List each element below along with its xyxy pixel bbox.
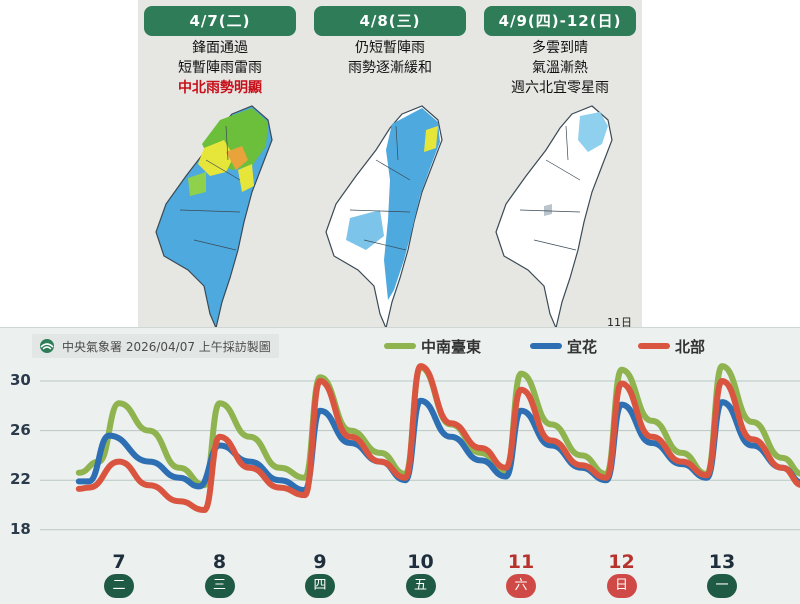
forecast-date-header: 4/7(二) [144, 6, 296, 36]
forecast-date-header: 4/9(四)-12(日) [484, 6, 636, 36]
forecast-panel-day3: 4/9(四)-12(日) 多雲到晴 氣溫漸熱 週六北宜零星雨 11日 [480, 0, 640, 333]
forecast-highlight: 中北雨勢明顯 [178, 80, 262, 96]
legend-label: 宜花 [567, 337, 598, 356]
x-tick-label: 11 [507, 551, 535, 573]
forecast-line: 短暫陣雨雷雨 [178, 60, 262, 76]
weekday-badge: 日 [606, 574, 637, 598]
legend-swatch [384, 343, 416, 349]
y-tick-label: 30 [10, 371, 31, 389]
x-tick-label: 8 [212, 551, 227, 573]
legend-item-north: 北部 [638, 334, 705, 358]
weekday-badge: 一 [707, 574, 737, 598]
legend-swatch [530, 343, 562, 349]
taiwan-rain-map [155, 105, 273, 330]
y-tick-label: 26 [10, 420, 31, 439]
forecast-line: 週六北宜零星雨 [511, 80, 609, 96]
chart-plot-area [40, 363, 800, 531]
forecast-panel-day2: 4/8(三) 仍短暫陣雨 雨勢逐漸緩和 [310, 0, 470, 333]
gridlines [40, 380, 800, 531]
legend-item-central-south-east: 中南臺東 [384, 334, 481, 358]
series-line-north [75, 363, 800, 513]
forecast-line: 鋒面通過 [192, 40, 248, 56]
forecast-description: 仍短暫陣雨 雨勢逐漸緩和 [310, 38, 470, 78]
legend-label: 中南臺東 [421, 337, 482, 356]
source-label: 中央氣象署 2026/04/07 上午採訪製圖 [62, 339, 271, 354]
forecast-description: 鋒面通過 短暫陣雨雷雨 中北雨勢明顯 [140, 38, 300, 98]
x-tick-label: 12 [608, 551, 635, 573]
forecast-panel-day1: 4/7(二) 鋒面通過 短暫陣雨雷雨 中北雨勢明顯 [140, 0, 300, 333]
taiwan-rain-map [495, 105, 613, 330]
weekday-badge: 三 [204, 574, 235, 598]
weekday-badge: 五 [405, 574, 436, 598]
forecast-line: 雨勢逐漸緩和 [348, 60, 432, 76]
x-tick-label: 9 [313, 551, 327, 573]
legend-label: 北部 [675, 337, 706, 356]
x-tick-label: 13 [708, 551, 736, 573]
forecast-line: 仍短暫陣雨 [355, 40, 425, 56]
x-tick-label: 7 [112, 551, 126, 573]
series-lines [75, 363, 800, 513]
taiwan-rain-map [325, 105, 443, 330]
y-tick-label: 18 [10, 519, 31, 538]
forecast-line: 多雲到晴 [532, 40, 588, 56]
forecast-line: 氣溫漸熱 [532, 60, 588, 76]
weekday-badge: 二 [104, 574, 134, 598]
cwa-logo-icon [40, 339, 54, 353]
forecast-date-header: 4/8(三) [314, 6, 466, 36]
weekday-badge: 六 [506, 574, 536, 598]
source-credit: 中央氣象署 2026/04/07 上午採訪製圖 [32, 334, 279, 358]
temperature-chart: 中央氣象署 2026/04/07 上午採訪製圖 中南臺東 宜花 北部 18 22 2… [0, 327, 800, 604]
y-tick-label: 22 [10, 470, 31, 489]
legend-item-yilan-hualien: 宜花 [530, 334, 597, 358]
weekday-badge: 四 [305, 574, 335, 598]
forecast-description: 多雲到晴 氣溫漸熱 週六北宜零星雨 [480, 38, 640, 98]
x-tick-label: 10 [407, 551, 434, 573]
forecast-panel: 4/7(二) 鋒面通過 短暫陣雨雷雨 中北雨勢明顯 4/8(三) 仍短暫陣雨 雨… [138, 0, 642, 333]
legend-swatch [638, 343, 670, 349]
map-note: 11日 [607, 316, 632, 329]
